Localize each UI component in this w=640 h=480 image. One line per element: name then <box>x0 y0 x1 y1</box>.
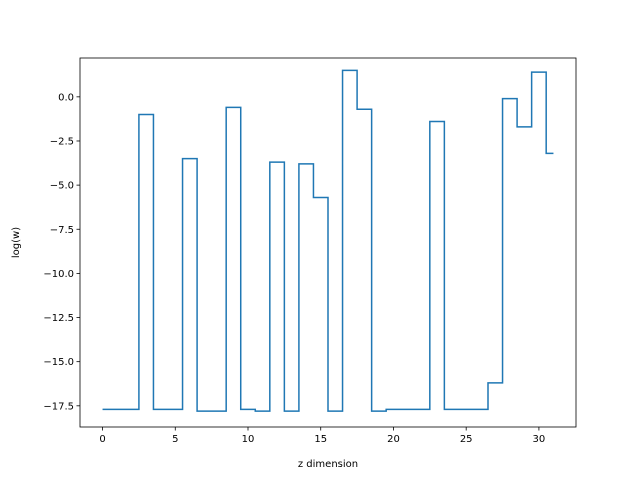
y-axis-label: log(w) <box>11 227 22 258</box>
x-tick-label: 25 <box>460 434 473 445</box>
x-tick-label: 10 <box>242 434 255 445</box>
y-tick-label: −15.0 <box>43 357 74 368</box>
y-tick-label: −17.5 <box>43 401 74 412</box>
y-tick-label: 0.0 <box>58 92 74 103</box>
x-axis-ticks: 0 5 10 15 20 25 30 <box>99 427 545 445</box>
plot-frame <box>79 57 577 428</box>
y-axis-ticks: 0.0 −2.5 −5.0 −7.5 −10.0 −12.5 −15.0 −17.5 <box>43 92 80 412</box>
y-tick-label: −10.0 <box>43 269 74 280</box>
x-axis-label: z dimension <box>298 459 358 470</box>
y-tick-label: −5.0 <box>50 181 74 192</box>
y-tick-label: −12.5 <box>43 313 74 324</box>
x-tick-label: 15 <box>314 434 327 445</box>
x-tick-label: 30 <box>533 434 546 445</box>
y-tick-label: −7.5 <box>50 225 74 236</box>
x-tick-label: 0 <box>99 434 105 445</box>
x-tick-label: 5 <box>172 434 178 445</box>
series-line <box>102 69 554 412</box>
x-tick-label: 20 <box>387 434 400 445</box>
y-tick-label: −2.5 <box>50 136 74 147</box>
